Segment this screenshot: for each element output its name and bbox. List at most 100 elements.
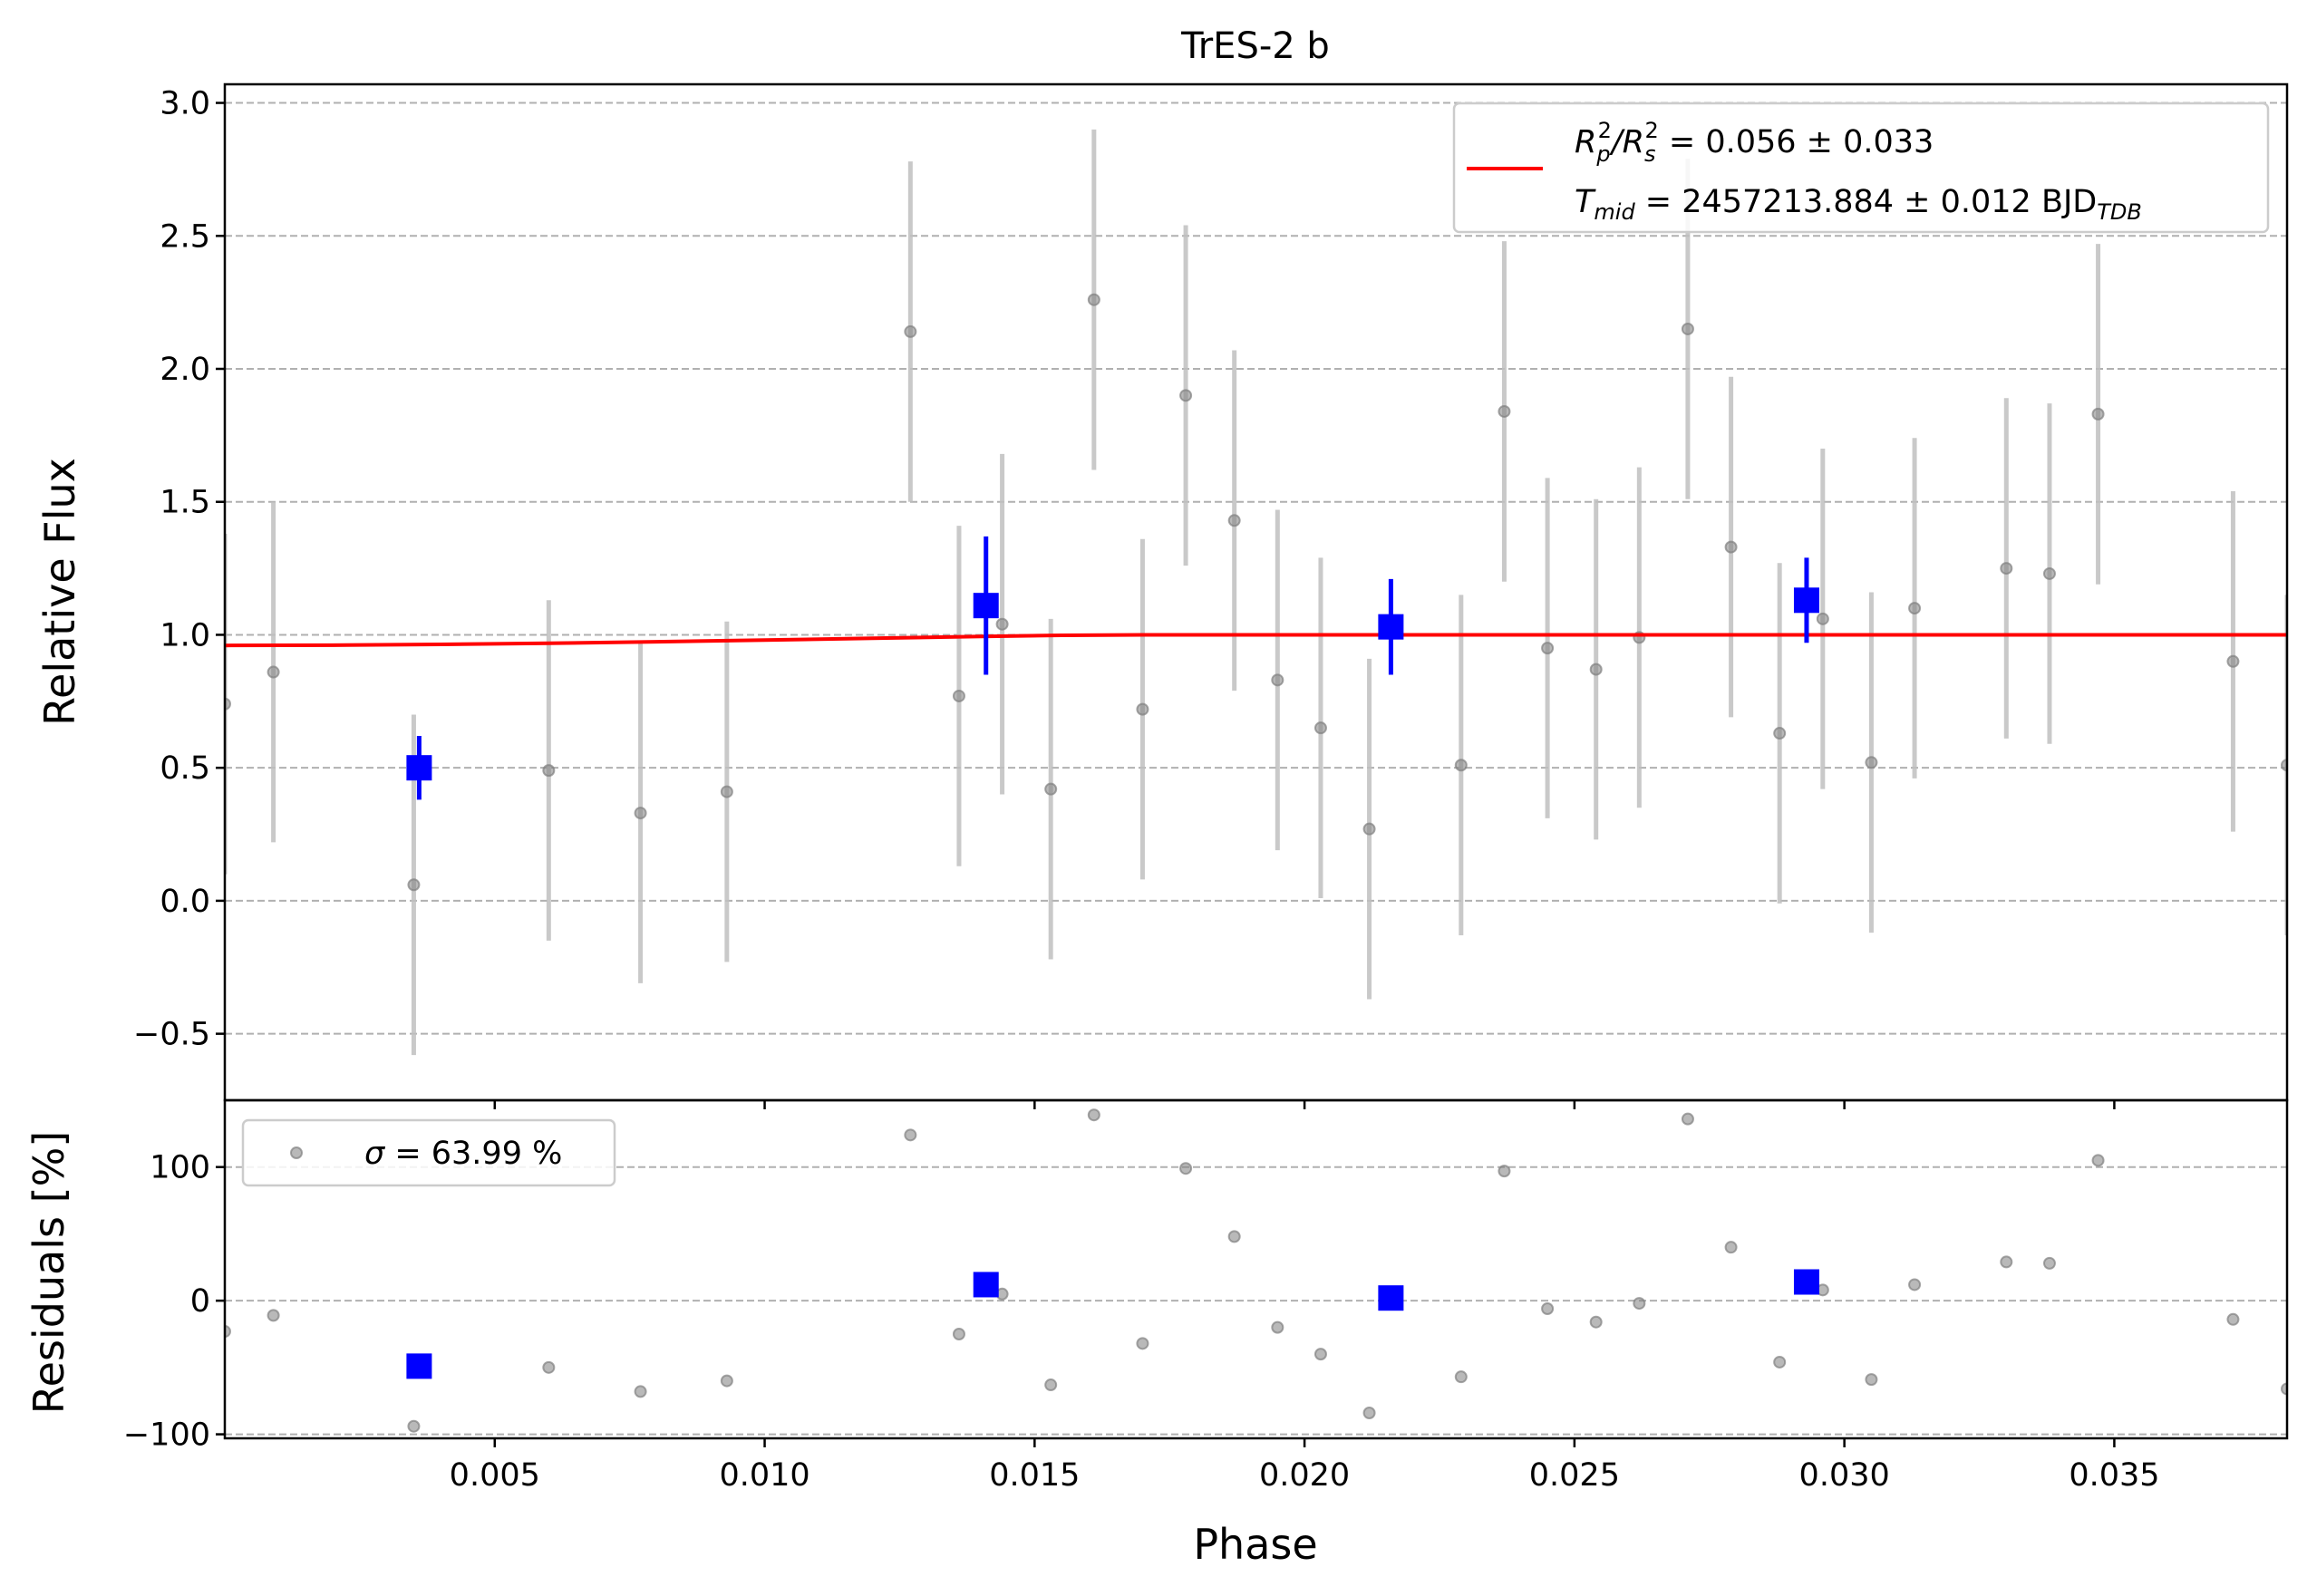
top-y-ticks: −0.5 0.0 0.5 1.0 1.5 2.0 2.5 3.0 <box>133 86 225 1053</box>
bottom-ylabel: Residuals [%] <box>24 1131 73 1414</box>
raw-residual-point <box>1044 1378 1058 1392</box>
x-ticks: 0.005 0.010 0.015 0.020 0.025 0.030 0.035 <box>450 1100 2160 1494</box>
raw-residual-point <box>1724 1241 1738 1254</box>
top-ytick-label: 3.0 <box>160 86 210 122</box>
top-ytick-label: 0.0 <box>160 884 210 920</box>
raw-residual-point <box>1589 1315 1603 1329</box>
xtick-label: 0.005 <box>450 1457 540 1494</box>
top-grid <box>225 102 2287 1035</box>
raw-data-point <box>720 785 733 798</box>
raw-residual-point <box>1087 1108 1100 1122</box>
raw-data-point <box>1865 756 1878 769</box>
raw-data-point <box>1773 727 1787 740</box>
raw-data-point <box>1908 602 1922 615</box>
bottom-y-ticks: −100 0 100 <box>123 1150 225 1454</box>
raw-data-point <box>995 617 1009 631</box>
top-ytick-label: 0.5 <box>160 750 210 787</box>
raw-residual-point <box>634 1385 647 1398</box>
bottom-ytick-label: 0 <box>190 1283 210 1320</box>
residual-legend-marker <box>290 1146 303 1159</box>
top-ylabel: Relative Flux <box>35 458 84 726</box>
x-axis-label: Phase <box>1193 1520 1317 1569</box>
bottom-axes-frame <box>223 1098 2289 1440</box>
raw-residual-point <box>1773 1355 1787 1369</box>
raw-data-point <box>1271 673 1284 687</box>
raw-data-point <box>1087 293 1100 306</box>
model-legend-depth: Rp2/Rs2 = 0.056 ± 0.033 <box>1575 118 1934 167</box>
raw-data-point <box>2042 566 2056 580</box>
binned-data-point <box>1378 614 1404 640</box>
raw-data-point <box>1454 759 1468 772</box>
raw-residual-point <box>720 1374 733 1388</box>
raw-residual-point <box>952 1328 965 1341</box>
bottom-ytick-label: 100 <box>150 1150 210 1186</box>
binned-residual-point <box>406 1353 432 1379</box>
raw-residual-point <box>1908 1278 1922 1291</box>
raw-data-point <box>904 324 917 338</box>
raw-data-point <box>2000 562 2013 576</box>
binned-residual-point <box>973 1272 999 1298</box>
raw-data-point <box>267 665 280 679</box>
raw-data-point <box>407 878 421 892</box>
raw-residual-point <box>1136 1337 1149 1350</box>
raw-data-point <box>2226 654 2240 668</box>
raw-residual-point <box>2281 1382 2287 1396</box>
xtick-label: 0.030 <box>1799 1457 1890 1494</box>
raw-residuals-series <box>225 1108 2287 1433</box>
xtick-label: 0.035 <box>2069 1457 2159 1494</box>
raw-data-point <box>1044 782 1058 796</box>
raw-data-point <box>2091 407 2105 421</box>
raw-residual-point <box>225 1325 231 1339</box>
raw-data-point <box>1227 514 1241 527</box>
raw-data-series <box>225 129 2287 1056</box>
binned-residual-point <box>1793 1269 1819 1295</box>
raw-data-point <box>1816 612 1829 625</box>
binned-residual-point <box>1378 1285 1404 1311</box>
raw-residual-point <box>1541 1301 1555 1315</box>
model-legend-tmid: Tmid = 2457213.884 ± 0.012 BJDTDB <box>1575 184 2142 225</box>
raw-residual-point <box>1313 1348 1327 1361</box>
raw-residual-point <box>267 1309 280 1322</box>
top-ytick-label: 2.5 <box>160 218 210 255</box>
xtick-label: 0.020 <box>1259 1457 1350 1494</box>
xtick-label: 0.025 <box>1529 1457 1620 1494</box>
xtick-label: 0.015 <box>989 1457 1080 1494</box>
raw-data-point <box>1362 822 1376 836</box>
raw-data-point <box>1498 404 1511 418</box>
raw-residual-point <box>904 1128 917 1142</box>
bottom-ytick-label: −100 <box>123 1417 210 1454</box>
raw-residual-point <box>542 1360 556 1374</box>
raw-data-point <box>1541 642 1555 655</box>
raw-residual-point <box>1681 1112 1694 1126</box>
top-ytick-label: 1.0 <box>160 617 210 653</box>
raw-residual-point <box>1454 1370 1468 1384</box>
residual-legend: σ = 63.99 % <box>241 1118 616 1187</box>
xtick-label: 0.010 <box>719 1457 809 1494</box>
binned-data-point <box>406 755 432 781</box>
raw-data-point <box>225 697 231 711</box>
raw-residual-point <box>1633 1297 1646 1311</box>
binned-residuals-series <box>406 1269 1819 1379</box>
chart-title: TrES-2 b <box>1180 25 1330 67</box>
top-ytick-label: 2.0 <box>160 352 210 388</box>
raw-data-point <box>1724 540 1738 554</box>
raw-residual-point <box>1865 1373 1878 1387</box>
raw-data-point <box>1589 663 1603 676</box>
raw-residual-point <box>1498 1165 1511 1178</box>
model-curve <box>225 633 2287 648</box>
raw-residual-point <box>407 1419 421 1433</box>
raw-data-point <box>1179 389 1193 402</box>
binned-data-series <box>406 536 1819 800</box>
raw-data-point <box>1136 702 1149 716</box>
model-legend: Rp2/Rs2 = 0.056 ± 0.033 Tmid = 2457213.8… <box>1452 102 2270 234</box>
raw-data-point <box>542 764 556 778</box>
raw-residual-point <box>1179 1162 1193 1175</box>
raw-residual-point <box>1271 1320 1284 1334</box>
raw-data-point <box>2281 759 2287 772</box>
binned-data-point <box>1793 587 1819 614</box>
binned-data-point <box>973 593 999 619</box>
bottom-grid <box>225 1166 2287 1436</box>
top-ytick-label: 1.5 <box>160 485 210 521</box>
raw-residual-point <box>2000 1255 2013 1269</box>
